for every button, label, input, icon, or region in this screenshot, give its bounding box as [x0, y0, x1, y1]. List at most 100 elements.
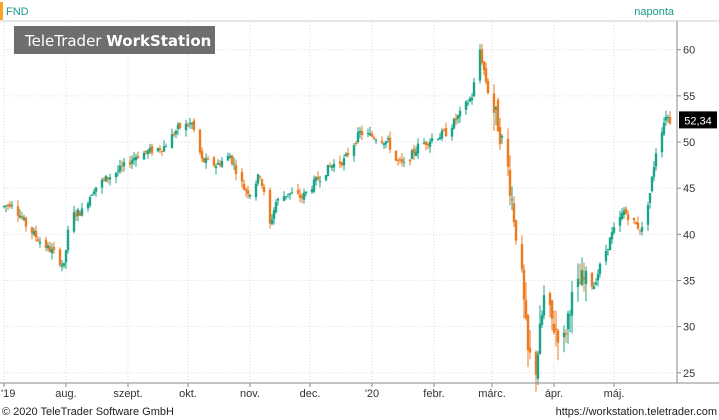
candle-body [262, 186, 266, 192]
candle-body [202, 157, 206, 163]
x-tick-label: febr. [423, 388, 444, 400]
candle-body [624, 208, 628, 214]
candle-body [454, 118, 458, 121]
candle-body [198, 129, 202, 153]
candle-body [92, 191, 96, 195]
candle-body [592, 286, 596, 290]
candle-body [94, 187, 98, 192]
candle-body [580, 270, 584, 285]
candle-body [324, 175, 328, 181]
y-axis: 25 30 35 40 45 50 55 60 [677, 45, 695, 380]
candle-body [410, 150, 414, 159]
candle-body [276, 198, 280, 201]
candle-body [128, 162, 132, 165]
candle-body [234, 165, 238, 174]
source-url-link[interactable]: https://workstation.teletrader.com [556, 406, 717, 418]
candle-body [106, 177, 110, 180]
candle-body [466, 103, 470, 105]
candle-body [274, 202, 278, 213]
interval-label[interactable]: naponta [634, 6, 675, 18]
candle-body [654, 153, 658, 167]
candle-body [388, 137, 392, 150]
candle-body [396, 159, 400, 161]
candle-body [536, 354, 540, 379]
candle-body [596, 273, 600, 281]
candle-body [120, 165, 124, 167]
candle-body [172, 133, 176, 136]
candle-body [622, 210, 626, 215]
candle-body [510, 199, 514, 201]
watermark-product: WorkStation [106, 32, 211, 50]
candle-body [634, 221, 638, 225]
candle-body [464, 101, 468, 110]
symbol-label: FND [6, 6, 29, 18]
candle-body [340, 162, 344, 166]
candle-body [214, 166, 218, 168]
candles [2, 43, 672, 392]
candle-body [46, 245, 50, 249]
candle-body [316, 176, 320, 180]
candle-body [270, 219, 274, 224]
candle-body [30, 227, 34, 234]
candle-body [492, 93, 496, 113]
candle-body [160, 150, 164, 152]
candle-body [178, 122, 182, 129]
candle-body [304, 191, 308, 194]
candle-body [526, 315, 530, 351]
x-tick-label: ápr. [545, 388, 563, 400]
candle-body [556, 330, 560, 343]
candle-body [108, 177, 112, 180]
x-tick-label: máj. [604, 388, 625, 400]
candle-body [16, 206, 20, 216]
candle-body [114, 172, 118, 178]
candle-body [90, 195, 94, 197]
candle-body [408, 159, 412, 162]
candle-body [192, 120, 196, 131]
teletrader-logo: TeleTrader WorkStation [14, 26, 215, 54]
candle-body [668, 117, 672, 124]
candle-body [662, 122, 666, 135]
candle-body [538, 323, 542, 355]
candle-body [132, 158, 136, 161]
last-price-value: 52,34 [684, 115, 712, 127]
watermark-brand: TeleTrader [24, 32, 102, 50]
candle-body [524, 299, 528, 319]
candle-body [402, 161, 406, 163]
candle-body [498, 127, 502, 145]
x-tick-label: dec. [300, 388, 321, 400]
candle-body [104, 175, 108, 182]
candle-body [398, 159, 402, 161]
candle-body [412, 149, 416, 154]
candle-body [158, 148, 162, 151]
candle-body [332, 163, 336, 168]
candle-body [200, 150, 204, 159]
candle-body [216, 162, 220, 165]
candle-body [296, 190, 300, 194]
x-axis: '19 aug. szept. okt. nov. dec. '20 febr. márc. áp… [1, 383, 624, 400]
candle-body [578, 282, 582, 285]
candle-body [338, 161, 342, 164]
candle-body [244, 189, 248, 191]
candle-body [394, 150, 398, 161]
candle-body [500, 135, 504, 138]
candle-body [38, 241, 42, 244]
candle-body [312, 179, 316, 192]
candle-body [254, 183, 258, 198]
candle-body [146, 150, 150, 155]
candle-body [534, 352, 538, 375]
candle-body [176, 124, 180, 129]
candle-body [206, 158, 210, 160]
candle-body [482, 61, 486, 71]
candle-body [436, 138, 440, 140]
candle-body [102, 178, 106, 180]
candle-body [442, 129, 446, 131]
candle-body [20, 216, 24, 219]
candle-body [220, 160, 224, 167]
candle-body [212, 157, 216, 166]
candle-body [218, 162, 222, 166]
x-tick-label: márc. [478, 388, 506, 400]
candle-body [326, 164, 330, 177]
candle-body [566, 313, 570, 330]
candle-body [204, 158, 208, 163]
